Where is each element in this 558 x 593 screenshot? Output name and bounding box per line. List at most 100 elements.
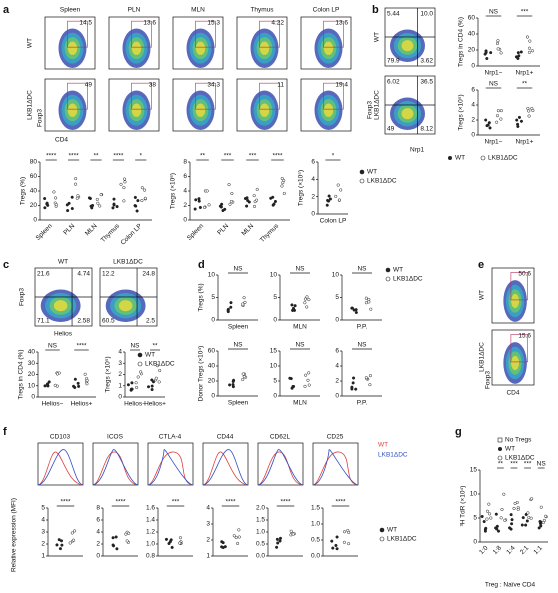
axis [341,351,382,397]
dot-glyph [58,547,62,551]
y-tick-label: 0 [33,217,37,224]
y-tick-label: 10 [270,363,278,370]
dot-glyph [52,190,56,194]
x-tick-label: Nrp1− [485,70,503,77]
plot-frame [172,78,224,132]
dot-glyph [496,39,500,43]
gate [67,82,88,110]
panel-letter: d [198,259,205,271]
gate-value: 13.6 [335,20,348,27]
column-title: Thymus [250,7,274,14]
dot-glyph [223,207,227,211]
dot-glyph [158,368,162,373]
column-title: PLN [128,7,141,14]
dot-glyph [509,513,513,517]
y-tick-label: 5 [273,294,277,301]
dot-glyph [282,191,286,196]
legend-label: LKB1ΔDC [378,452,408,459]
dot-glyph [289,377,293,381]
dot-glyph [229,305,233,309]
dot-glyph [135,209,139,213]
dot-glyph [517,54,521,58]
y-tick-label: 0 [183,217,187,224]
dot-glyph [115,205,119,209]
dot-glyph [278,536,283,540]
y-tick-label: 6 [335,348,339,355]
dot-glyph [494,512,498,516]
dot-glyph [122,186,126,190]
x-tick-label: P.P. [357,324,368,331]
dot-glyph [229,301,233,305]
dot-glyph [281,181,285,185]
quadrant-value: 6.02 [387,79,400,86]
dot-glyph [55,372,59,376]
axis-label: Tregs (×10⁶) [170,173,177,209]
dot-glyph [350,306,354,310]
dot-glyph [115,547,119,551]
dot-glyph [205,189,209,193]
y-tick-label: 10 [470,491,478,498]
legend-label: LKB1ΔDC [387,536,417,543]
y-tick-label: 8 [96,505,100,512]
dot-glyph [231,379,235,384]
y-tick-label: 6 [183,173,187,180]
dot-glyph [482,520,486,524]
dot-glyph [485,124,489,128]
y-tick-label: 6 [96,517,100,524]
dot-glyph [134,381,138,385]
legend-marker [497,455,503,461]
dot-glyph [351,381,355,385]
column-title: LKB1ΔDC [113,259,143,266]
dot-glyph [499,516,503,520]
significance: NS [489,81,499,88]
significance: **** [60,499,71,506]
histogram-curve [312,449,359,486]
significance: **** [335,499,346,506]
dot-glyph [280,184,284,188]
significance: **** [113,153,124,160]
axis-label: LKB1ΔDC [27,90,34,120]
dot-glyph [111,536,115,540]
y-tick-label: 2 [311,193,315,200]
dot-glyph [303,297,307,301]
y-tick-label: 1.2 [146,529,155,536]
dot-glyph [133,195,137,199]
y-tick-label: 1 [206,553,210,560]
axis [217,275,258,321]
x-tick-label: Helios− [124,401,146,408]
dot-glyph [99,193,103,197]
dot-glyph [43,384,47,388]
x-tick-label: MLN [293,400,307,407]
y-tick-label: 0 [473,539,477,546]
dot-glyph [91,203,95,208]
y-tick-label: 1.0 [311,521,320,528]
axis-label: Tregs (%) [198,283,205,311]
dot-glyph [155,364,159,368]
axis-label: Treg : Naïve CD4 [485,582,536,589]
axis-label: WT [27,38,34,48]
axis-label: ³H TdR (×10⁴) [460,486,467,527]
column-title: CTLA-4 [159,434,182,441]
significance: NS [233,266,243,273]
dot-glyph [306,378,310,382]
dot-glyph [499,117,503,121]
dot-glyph [496,47,500,51]
dot-glyph [157,380,161,384]
y-tick-label: 15 [270,348,278,355]
y-tick-label: 20 [208,378,216,385]
dot-glyph [499,51,503,55]
x-tick-label: Nrp1+ [516,70,534,77]
dot-glyph [303,384,307,388]
x-tick-label: PLN [62,222,76,236]
dot-glyph [368,383,372,387]
dot-glyph [307,383,311,387]
axis [317,162,348,215]
y-tick-label: 4 [96,529,100,536]
y-tick-label: 10 [208,272,216,279]
density-blob [511,355,520,371]
dot-glyph [242,296,246,300]
histogram-curve [147,451,194,486]
dot-glyph [57,538,61,542]
y-tick-label: 0 [96,553,100,560]
